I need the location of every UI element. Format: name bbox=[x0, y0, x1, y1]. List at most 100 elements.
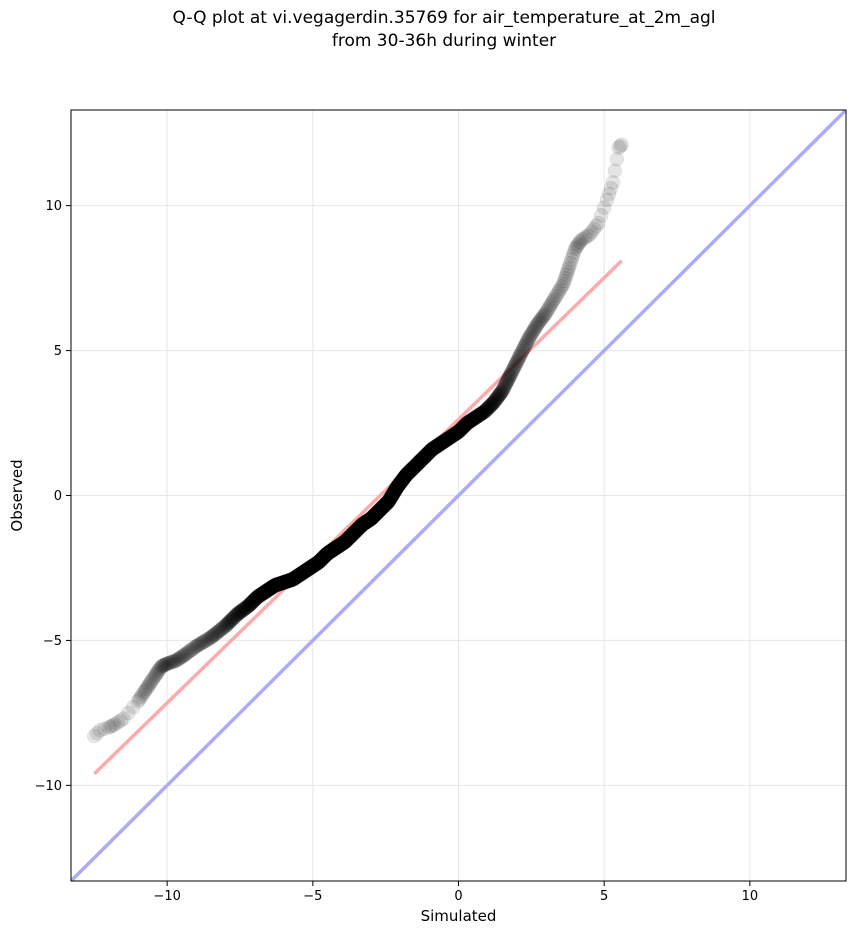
quantile-point bbox=[449, 425, 465, 441]
quantile-point bbox=[300, 561, 316, 577]
quantile-point bbox=[307, 557, 323, 573]
quantile-point bbox=[460, 414, 476, 430]
quantile-point bbox=[484, 396, 500, 412]
quantile-point bbox=[472, 406, 488, 422]
quantile-point bbox=[599, 192, 615, 208]
quantile-point bbox=[284, 572, 300, 588]
quantile-point bbox=[471, 408, 487, 423]
quantile-point bbox=[346, 525, 362, 541]
quantile-point bbox=[97, 721, 112, 737]
quantile-point bbox=[308, 556, 324, 572]
quantile-point bbox=[422, 444, 438, 460]
quantile-point bbox=[533, 312, 548, 328]
quantile-point bbox=[276, 574, 292, 590]
quantile-point bbox=[494, 383, 510, 399]
quantile-point bbox=[464, 412, 480, 428]
quantile-point bbox=[384, 488, 400, 504]
quantile-point bbox=[386, 485, 402, 500]
quantile-point bbox=[357, 515, 373, 531]
quantile-point bbox=[253, 587, 269, 603]
quantile-point bbox=[564, 252, 579, 267]
quantile-point bbox=[255, 585, 271, 601]
quantile-point bbox=[356, 516, 371, 532]
quantile-point bbox=[338, 532, 354, 548]
quantile-point bbox=[408, 457, 424, 473]
quantile-point bbox=[459, 416, 475, 431]
quantile-point bbox=[172, 650, 188, 666]
quantile-point bbox=[511, 350, 527, 366]
quantile-point bbox=[339, 532, 355, 547]
quantile-point bbox=[329, 539, 345, 555]
quantile-point bbox=[526, 321, 542, 337]
quantile-point bbox=[387, 483, 403, 498]
quantile-point bbox=[389, 479, 405, 495]
quantile-point bbox=[224, 611, 240, 627]
quantile-point bbox=[233, 604, 249, 620]
quantile-point bbox=[364, 510, 380, 526]
quantile-point bbox=[505, 361, 521, 377]
quantile-point bbox=[409, 456, 425, 472]
quantile-point bbox=[333, 537, 348, 553]
quantile-point bbox=[432, 436, 448, 452]
quantile-point bbox=[405, 461, 420, 477]
quantile-point bbox=[257, 584, 273, 600]
quantile-point bbox=[244, 595, 260, 610]
quantile-point bbox=[497, 378, 513, 394]
quantile-point bbox=[300, 561, 316, 577]
quantile-point bbox=[413, 453, 428, 469]
quantile-point bbox=[393, 474, 409, 490]
quantile-point bbox=[336, 535, 352, 551]
quantile-point bbox=[374, 500, 390, 516]
quantile-point bbox=[466, 411, 481, 427]
quantile-points bbox=[86, 137, 630, 744]
quantile-point bbox=[120, 705, 136, 721]
quantile-point bbox=[241, 597, 257, 613]
quantile-point bbox=[385, 487, 401, 502]
quantile-point bbox=[388, 481, 404, 497]
quantile-point bbox=[510, 352, 526, 367]
quantile-point bbox=[369, 505, 384, 521]
quantile-point bbox=[368, 506, 384, 522]
quantile-point bbox=[409, 457, 425, 472]
quantile-point bbox=[430, 438, 445, 453]
quantile-point bbox=[336, 535, 352, 550]
quantile-point bbox=[314, 551, 329, 567]
quantile-point bbox=[411, 455, 427, 470]
quantile-point bbox=[420, 446, 436, 461]
quantile-point bbox=[456, 418, 472, 434]
quantile-point bbox=[485, 395, 501, 411]
quantile-point bbox=[404, 461, 420, 477]
quantile-point bbox=[458, 417, 474, 432]
quantile-point bbox=[261, 582, 277, 597]
quantile-point bbox=[544, 295, 560, 310]
quantile-point bbox=[410, 456, 426, 471]
quantile-point bbox=[288, 569, 304, 585]
quantile-point bbox=[256, 584, 272, 600]
quantile-point bbox=[256, 585, 272, 601]
quantile-point bbox=[359, 513, 375, 529]
quantile-point bbox=[388, 482, 403, 498]
quantile-point bbox=[417, 449, 433, 465]
quantile-point bbox=[342, 529, 358, 545]
quantile-point bbox=[480, 400, 496, 416]
quantile-point bbox=[152, 660, 168, 676]
quantile-point bbox=[193, 636, 209, 652]
quantile-point bbox=[372, 502, 388, 518]
quantile-point bbox=[295, 564, 311, 580]
quantile-point bbox=[228, 607, 244, 623]
quantile-point bbox=[242, 597, 258, 613]
quantile-point bbox=[316, 549, 332, 565]
quantile-point bbox=[107, 717, 123, 732]
quantile-point bbox=[439, 431, 455, 447]
quantile-point bbox=[380, 494, 396, 510]
quantile-point bbox=[347, 524, 363, 540]
quantile-point bbox=[479, 401, 495, 417]
quantile-point bbox=[493, 385, 509, 401]
quantile-point bbox=[520, 333, 535, 349]
quantile-point bbox=[411, 454, 427, 470]
quantile-point bbox=[537, 306, 553, 322]
quantile-point bbox=[307, 557, 323, 573]
quantile-point bbox=[461, 414, 477, 430]
quantile-point bbox=[392, 475, 408, 491]
quantile-point bbox=[105, 718, 121, 733]
